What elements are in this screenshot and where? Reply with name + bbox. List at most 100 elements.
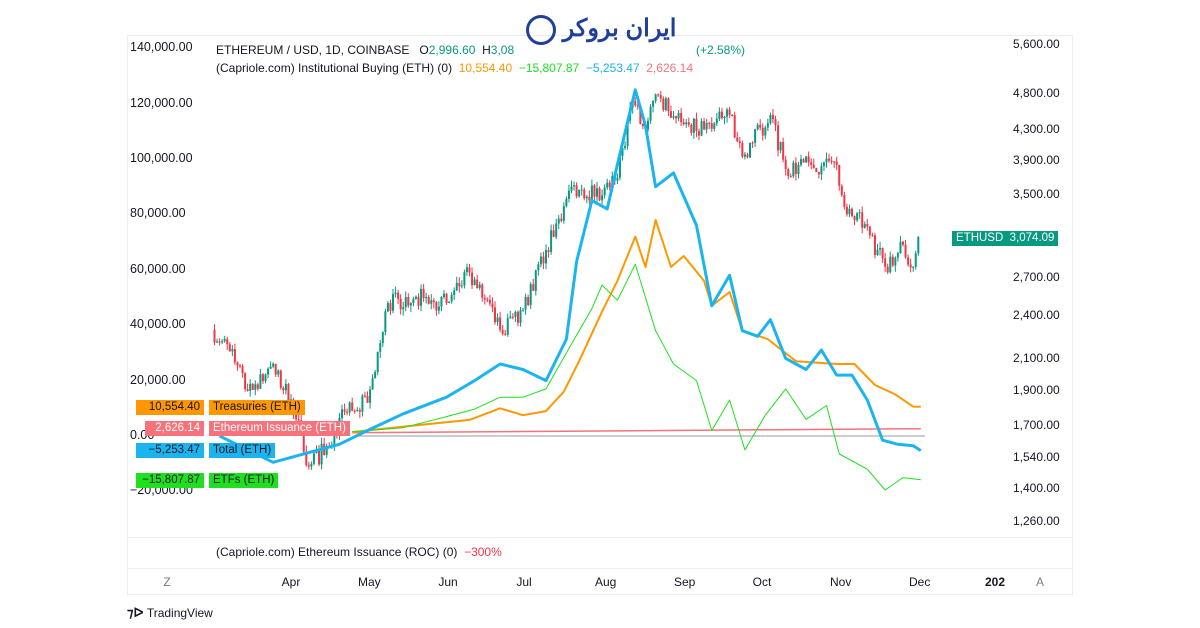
time-axis-tick: Nov (830, 575, 852, 589)
candle-body (468, 267, 471, 273)
candle-body (284, 384, 287, 391)
time-axis-tick: Z (163, 575, 171, 589)
candle-body (667, 98, 670, 112)
candle-body (514, 311, 517, 317)
candle-body (448, 301, 451, 304)
candle-body (550, 230, 553, 252)
series-line-treasuries-eth- (352, 218, 921, 434)
time-axis-tick: Dec (909, 575, 931, 589)
series-value-label: −15,807.87 (136, 473, 204, 488)
pane-divider[interactable] (127, 537, 1073, 538)
candle-body (657, 94, 660, 96)
candle-body (236, 362, 239, 366)
candle-body (675, 116, 678, 119)
series-line-etfs-eth- (352, 263, 921, 491)
candle-body (445, 293, 448, 304)
candle-body (463, 272, 466, 286)
candle-body (840, 185, 843, 195)
candle-body (249, 383, 252, 391)
time-axis-tick: Aug (595, 575, 617, 589)
candle-body (585, 196, 588, 199)
left-axis-tick: 40,000.00 (130, 317, 186, 332)
candle-body (881, 248, 884, 259)
candle-body (384, 311, 387, 332)
candle-body (715, 118, 718, 124)
candle-body (320, 443, 323, 465)
candle-body (817, 172, 820, 175)
candle-body (626, 120, 629, 146)
candle-body (789, 176, 792, 178)
candle-body (545, 250, 547, 264)
indicator-name: (Capriole.com) Institutional Buying (ETH… (216, 61, 453, 75)
candle-body (302, 430, 305, 452)
candle-body (680, 112, 683, 123)
candle-body (409, 302, 412, 306)
candle-body (794, 162, 797, 175)
chart-frame (127, 35, 1073, 595)
right-axis-tick: 4,300.00 (1013, 121, 1060, 136)
right-axis-tick: 2,100.00 (1013, 350, 1060, 365)
candle-body (695, 118, 698, 132)
candle-body (779, 141, 782, 151)
candle-body (902, 241, 904, 245)
candle-body (366, 395, 369, 403)
candle-body (698, 131, 700, 136)
open-label: O (419, 43, 429, 57)
candle-body (654, 94, 657, 101)
candle-body (797, 164, 800, 175)
candle-body (267, 368, 270, 375)
candle-body (825, 158, 828, 163)
candle-body (476, 279, 479, 288)
candle-body (511, 316, 514, 318)
candle-body (376, 351, 379, 372)
candle-body (213, 329, 216, 343)
right-axis-tick: 1,700.00 (1013, 418, 1060, 433)
time-axis-divider (127, 568, 1073, 569)
candle-body (761, 127, 764, 136)
candle-body (759, 124, 762, 128)
tradingview-watermark[interactable]: ⁊ᐅ TradingView (127, 605, 213, 620)
candle-body (601, 195, 604, 201)
candle-body (272, 363, 275, 367)
candle-body (756, 124, 759, 130)
lower-pane-legend[interactable]: (Capriole.com) Ethereum Issuance (ROC) (… (216, 545, 502, 559)
candle-body (590, 185, 593, 201)
candle-body (603, 187, 606, 196)
candle-body (802, 159, 805, 163)
candle-body (741, 143, 744, 157)
symbol-name: ETHEREUM / USD, 1D, COINBASE (216, 43, 410, 57)
candle-body (261, 374, 264, 382)
candle-body (784, 159, 787, 170)
candle-body (751, 142, 754, 144)
candle-body (774, 119, 777, 126)
candle-body (363, 395, 366, 397)
candle-body (282, 387, 285, 391)
candle-body (659, 95, 662, 99)
candle-body (254, 384, 257, 390)
candle-body (371, 378, 374, 390)
candle-body (389, 303, 392, 311)
candle-body (687, 122, 690, 125)
time-axis-tick: Oct (752, 575, 772, 589)
candle-body (381, 331, 384, 344)
left-axis-tick: 100,000.00 (130, 151, 193, 165)
symbol-legend[interactable]: ETHEREUM / USD, 1D, COINBASE O2,996.60 H… (216, 43, 514, 57)
candle-body (534, 270, 537, 291)
candle-body (455, 282, 458, 291)
candle-body (499, 317, 502, 330)
lower-pane-value: −300% (464, 545, 502, 559)
indicator-legend[interactable]: (Capriole.com) Institutional Buying (ETH… (216, 61, 693, 75)
candle-body (787, 169, 790, 177)
candle-body (412, 298, 415, 303)
candle-body (764, 127, 767, 136)
candle-body (769, 114, 772, 124)
candle-body (792, 162, 795, 177)
candle-body (361, 395, 364, 412)
candle-body (807, 156, 810, 163)
candle-body (822, 162, 825, 167)
left-axis-tick: 60,000.00 (130, 261, 186, 276)
candle-body (539, 256, 542, 265)
price-tag: ETHUSD 3,074.09 (952, 231, 1059, 246)
candle-body (570, 186, 573, 191)
